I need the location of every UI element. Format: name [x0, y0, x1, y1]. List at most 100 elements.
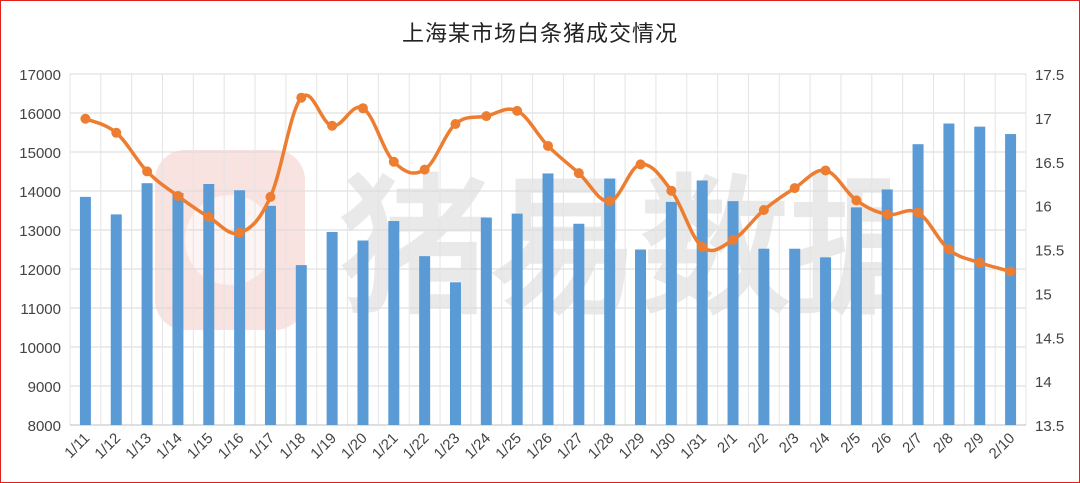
- bar-2-7: [912, 144, 924, 425]
- x-tick-label: 1/12: [91, 430, 124, 463]
- x-tick-label: 2/5: [837, 430, 864, 457]
- x-tick-label: 2/2: [745, 430, 772, 457]
- bar-2-1: [727, 201, 739, 425]
- price-point-1-18: [296, 92, 307, 103]
- bar-1-25: [511, 213, 523, 425]
- x-tick-label: 1/27: [554, 430, 587, 463]
- y-left-tick-label: 9000: [28, 379, 61, 396]
- bar-1-23: [449, 282, 461, 425]
- y-right-tick-label: 15: [1035, 286, 1052, 303]
- bar-1-14: [172, 192, 184, 425]
- y-right-tick-label: 16: [1035, 199, 1052, 216]
- y-left-tick-label: 16000: [19, 106, 61, 123]
- price-point-1-12: [111, 127, 122, 138]
- bar-2-9: [974, 126, 986, 426]
- bar-1-11: [79, 196, 91, 425]
- x-tick-label: 1/31: [677, 430, 710, 463]
- bar-1-19: [326, 231, 338, 425]
- x-tick-label: 1/11: [61, 430, 93, 462]
- bar-1-16: [234, 190, 246, 425]
- bar-1-17: [264, 205, 276, 425]
- price-point-2-3: [789, 183, 800, 194]
- price-point-1-27: [573, 168, 584, 179]
- price-point-1-11: [80, 113, 91, 124]
- x-tick-label: 1/26: [523, 430, 556, 463]
- bar-2-2: [758, 248, 770, 425]
- price-point-2-10: [1005, 266, 1016, 277]
- y-right-tick-label: 16.5: [1035, 155, 1064, 172]
- y-left-tick-label: 17000: [19, 67, 61, 84]
- price-point-1-30: [666, 185, 677, 196]
- price-point-1-17: [265, 191, 276, 202]
- x-tick-label: 2/9: [961, 430, 988, 457]
- x-tick-label: 2/6: [868, 430, 895, 457]
- x-tick-label: 1/20: [338, 430, 371, 463]
- x-tick-label: 1/30: [647, 430, 680, 463]
- y-right-tick-label: 14: [1035, 374, 1052, 391]
- x-tick-label: 1/17: [246, 430, 279, 463]
- price-point-1-14: [172, 190, 183, 201]
- y-left-tick-label: 13000: [19, 223, 61, 240]
- x-tick-label: 1/22: [400, 430, 433, 463]
- price-point-1-16: [234, 227, 245, 238]
- bar-2-6: [881, 189, 893, 425]
- bar-1-30: [665, 201, 677, 425]
- x-tick-label: 1/23: [431, 430, 464, 463]
- x-tick-label: 1/15: [184, 430, 217, 463]
- bar-1-28: [604, 178, 616, 425]
- price-point-2-6: [882, 209, 893, 220]
- x-tick-label: 1/25: [492, 430, 525, 463]
- y-left-tick-label: 10000: [19, 340, 61, 357]
- y-left-tick-label: 15000: [19, 145, 61, 162]
- bar-2-3: [789, 248, 801, 425]
- x-tick-label: 1/14: [153, 430, 186, 463]
- bar-1-12: [110, 214, 122, 425]
- price-point-1-22: [419, 164, 430, 175]
- price-point-2-7: [913, 207, 924, 218]
- y-right-tick-label: 13.5: [1035, 418, 1064, 435]
- price-point-1-28: [604, 196, 615, 207]
- y-left-tick-label: 14000: [19, 184, 61, 201]
- y-left-tick-label: 12000: [19, 262, 61, 279]
- x-tick-label: 1/21: [369, 430, 402, 463]
- x-tick-label: 2/1: [714, 430, 741, 457]
- price-point-2-4: [820, 165, 831, 176]
- bar-1-18: [295, 265, 307, 425]
- x-tick-label: 2/4: [807, 430, 834, 457]
- price-point-1-19: [327, 120, 338, 131]
- x-tick-label: 2/8: [930, 430, 957, 457]
- y-right-tick-label: 17.5: [1035, 67, 1064, 84]
- bar-1-24: [480, 217, 492, 425]
- price-point-2-9: [974, 257, 985, 268]
- price-point-1-21: [388, 156, 399, 167]
- price-point-1-25: [512, 105, 523, 116]
- price-point-1-29: [635, 159, 646, 170]
- price-point-1-24: [481, 111, 492, 122]
- x-tick-label: 2/3: [776, 430, 803, 457]
- bar-1-21: [388, 221, 400, 425]
- y-left-tick-label: 11000: [20, 301, 61, 318]
- bar-1-15: [203, 183, 215, 425]
- y-right-tick-label: 15.5: [1035, 243, 1064, 260]
- x-tick-label: 1/28: [585, 430, 618, 463]
- bar-1-26: [542, 173, 554, 425]
- x-tick-label: 1/24: [461, 430, 494, 463]
- bar-2-8: [943, 123, 955, 425]
- x-tick-label: 1/19: [307, 430, 340, 463]
- price-point-2-1: [728, 234, 739, 245]
- price-point-1-23: [450, 119, 461, 130]
- bar-1-13: [141, 183, 153, 425]
- bar-2-10: [1005, 134, 1017, 425]
- x-tick-label: 1/13: [122, 430, 155, 463]
- price-point-1-20: [357, 103, 368, 114]
- x-tick-label: 1/18: [276, 430, 309, 463]
- price-point-2-5: [851, 195, 862, 206]
- x-tick-label: 2/7: [899, 430, 926, 457]
- bar-2-4: [820, 257, 832, 425]
- y-left-tick-label: 8000: [28, 418, 61, 435]
- price-point-2-2: [758, 205, 769, 216]
- price-point-1-13: [142, 166, 153, 177]
- price-point-2-8: [943, 244, 954, 255]
- y-right-tick-label: 14.5: [1035, 330, 1064, 347]
